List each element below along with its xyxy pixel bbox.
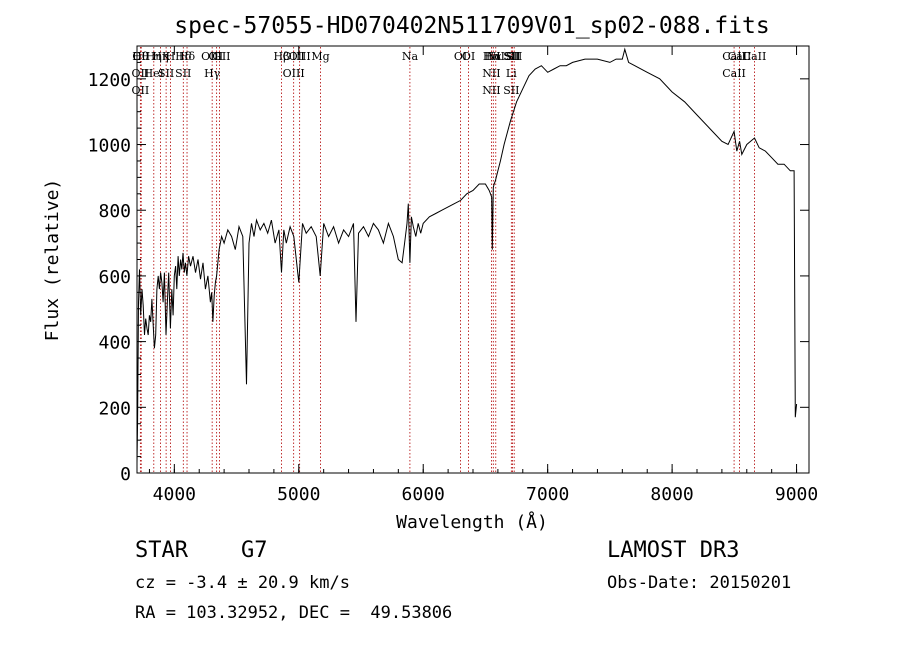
reference-line-label: OIII — [208, 50, 230, 63]
y-axis-label: Flux (relative) — [42, 179, 63, 342]
reference-line-label: CaII — [743, 50, 767, 63]
reference-line-label: Na — [402, 50, 419, 63]
object-class: STAR G7 — [135, 538, 268, 563]
reference-line-label: Hα — [485, 50, 503, 63]
reference-line-label: SII — [503, 84, 519, 97]
observation-date: Obs-Date: 20150201 — [607, 573, 792, 593]
reference-line-label: K — [162, 50, 171, 63]
coordinates: RA = 103.32952, DEC = 49.53806 — [135, 603, 453, 623]
x-tick-label: 6000 — [402, 484, 445, 505]
reference-line-label: Hα — [483, 50, 501, 63]
reference-lines — [139, 47, 755, 472]
reference-line-label: OII — [132, 84, 150, 97]
reference-line-label: SII — [504, 50, 520, 63]
reference-line-label: NII — [487, 50, 505, 63]
reference-line-label: Hγ — [204, 67, 221, 80]
survey-name: LAMOST DR3 — [607, 538, 740, 563]
reference-line-label: OI — [462, 50, 475, 63]
y-tick-label: 1200 — [88, 70, 131, 91]
x-tick-label: 4000 — [153, 484, 196, 505]
reference-line-label: OII — [132, 50, 150, 63]
y-tick-label: 800 — [98, 201, 131, 222]
x-tick-label: 9000 — [775, 484, 818, 505]
reference-line-label: NII — [482, 84, 500, 97]
y-tick-label: 400 — [98, 333, 131, 354]
reference-line-label: HeI — [144, 67, 164, 80]
spectrum-line — [136, 47, 798, 464]
plot-frame — [136, 45, 810, 474]
reference-line-label: OI — [454, 50, 467, 63]
x-tick-label: 7000 — [526, 484, 569, 505]
reference-line-label: CaII — [722, 67, 746, 80]
x-axis-ticks: 4000 5000 6000 7000 8000 9000 — [148, 46, 818, 505]
reference-line-label: Li — [506, 67, 517, 80]
y-tick-label: 200 — [98, 398, 131, 419]
reference-line-label: CaII — [722, 50, 746, 63]
reference-line-label: Hδ — [175, 50, 192, 63]
reference-line-label: H — [166, 50, 176, 63]
reference-line-label: Hθ — [132, 50, 149, 63]
y-axis-ticks: 0 200 400 600 800 1000 1200 — [88, 61, 809, 485]
reference-line-label: Hη — [146, 50, 162, 63]
reference-line-label: Mg — [311, 50, 329, 63]
y-tick-label: 600 — [98, 267, 131, 288]
x-axis-label: Wavelength (Å) — [396, 511, 548, 533]
y-tick-label: 1000 — [88, 136, 131, 157]
reference-line-label: OIII — [283, 67, 305, 80]
reference-line-label: Hδ — [179, 50, 196, 63]
reference-line-label: SII — [158, 67, 174, 80]
x-tick-label: 8000 — [650, 484, 693, 505]
reference-line-label: SII — [175, 67, 191, 80]
reference-line-label: Hη — [152, 50, 168, 63]
y-tick-label: 0 — [120, 464, 131, 485]
reference-line-label: OII — [132, 67, 150, 80]
reference-line-label: SII — [506, 50, 522, 63]
reference-line-label: Hβ — [274, 50, 290, 63]
reference-line-label: SII — [503, 50, 519, 63]
reference-line-label: OIII — [289, 50, 311, 63]
reference-line-label: CaII — [728, 50, 752, 63]
x-tick-label: 5000 — [277, 484, 320, 505]
reference-line-label: NII — [482, 67, 500, 80]
reference-line-label: OIII — [201, 50, 223, 63]
redshift-velocity: cz = -3.4 ± 20.9 km/s — [135, 573, 350, 593]
chart-title: spec-57055-HD070402N511709V01_sp02-088.f… — [174, 13, 769, 39]
reference-line-label: G — [212, 50, 221, 63]
